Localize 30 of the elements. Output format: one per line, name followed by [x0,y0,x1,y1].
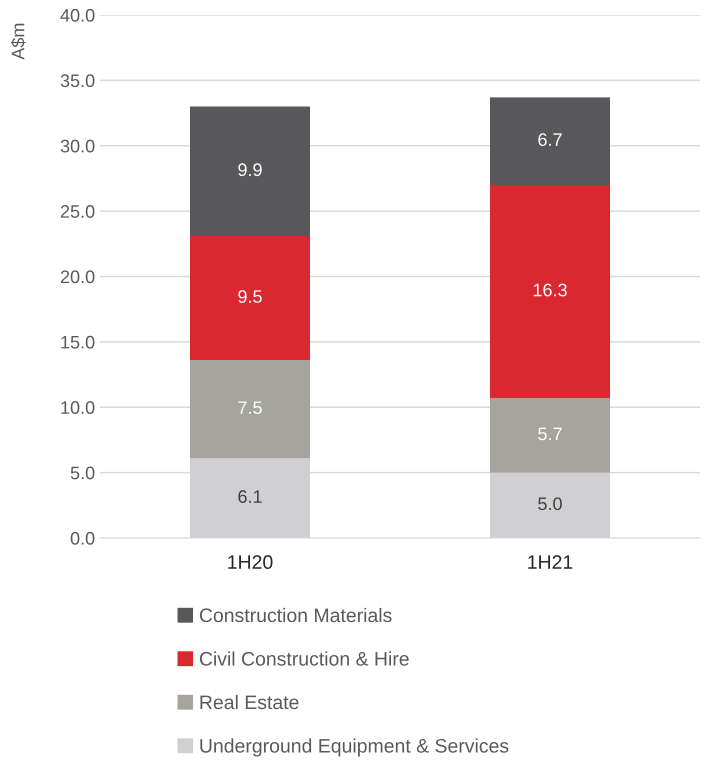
bar [190,360,310,458]
legend-label: Real Estate [200,694,299,710]
legend-label: Underground Equipment & Services [200,738,508,757]
bar [490,97,610,185]
data-label: 16.3 [534,284,567,296]
data-label: 5.0 [538,497,562,510]
bar [190,106,310,236]
y-tick-label: 15.0 [61,336,94,349]
data-label: 7.5 [238,401,262,414]
y-tick-label: 40.0 [60,8,94,22]
bar [490,184,610,398]
y-tick-label: 5.0 [70,466,94,480]
y-tick-label: 25.0 [60,205,94,218]
data-label: 5.7 [538,428,562,440]
data-label: 6.7 [538,133,562,146]
y-tick-label: 20.0 [60,270,94,284]
data-label: 6.1 [238,490,262,503]
y-tick-label: 0.0 [70,532,94,545]
y-tick-label: 10.0 [61,401,94,414]
x-tick-label: 1H20 [228,555,272,569]
bar [190,236,310,360]
y-tick-label: 35.0 [60,74,94,88]
legend-label: Civil Construction & Hire [200,651,409,666]
x-tick-label: 1H21 [528,555,572,569]
y-tick-label: 30.0 [60,140,94,152]
bar [490,398,610,473]
y-axis-title: A$m [10,24,26,60]
data-label: 9.5 [238,290,262,303]
legend-label: Construction Materials [200,608,392,622]
data-label: 9.9 [238,163,262,176]
